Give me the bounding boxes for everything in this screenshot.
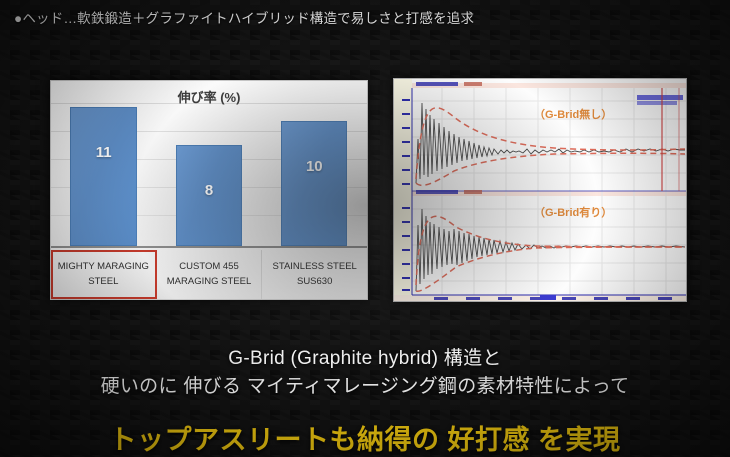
header-description: ●ヘッド…軟鉄鍛造＋グラファイトハイブリッド構造で易しさと打感を追求 — [14, 11, 475, 26]
elongation-bar-chart: 伸び率 (%) 11 8 10 MIGHTY MARAGING S — [50, 80, 368, 300]
category-label-line: CUSTOM 455 — [179, 260, 239, 272]
bar-custom-455-maraging-steel: 8 — [175, 145, 243, 246]
vibration-damping-graph: （G-Brid無し） （G-Brid有り） — [393, 78, 687, 302]
caption-line-2: 硬いのに 伸びる マイティマレージング鋼の素材特性によって — [100, 375, 630, 397]
caption-block: G-Brid (Graphite hybrid) 構造と 硬いのに 伸びる マイ… — [0, 345, 730, 400]
category-cell-stainless-steel-sus630: STAINLESS STEEL SUS630 — [262, 250, 367, 299]
annotation-with-gbrid: （G-Brid有り） — [534, 207, 613, 219]
annotation-no-gbrid: （G-Brid無し） — [534, 109, 613, 121]
category-label-line: MARAGING STEEL — [166, 275, 252, 287]
bar-value-label: 11 — [95, 144, 112, 162]
x-axis-line — [51, 246, 367, 248]
bar-stainless-steel-sus630: 10 — [281, 120, 348, 246]
headline-text: トップアスリートも納得の 好打感 を実現 — [109, 425, 621, 455]
category-label-line: STEEL — [88, 275, 119, 287]
category-label-line: STAINLESS STEEL — [272, 260, 357, 272]
category-label-line: SUS630 — [296, 275, 333, 287]
chart-plot-area: 伸び率 (%) 11 8 10 — [51, 81, 367, 248]
bar-value-label: 8 — [204, 182, 214, 200]
category-label-row: MIGHTY MARAGING STEEL CUSTOM 455 MARAGIN… — [51, 250, 367, 299]
bar-slot: 10 — [262, 81, 367, 246]
bar-slot: 11 — [51, 81, 156, 246]
bar-mighty-maraging-steel: 11 — [70, 107, 137, 246]
category-cell-custom-455-maraging-steel: CUSTOM 455 MARAGING STEEL — [157, 250, 263, 299]
category-label-line: MIGHTY MARAGING — [57, 260, 149, 272]
category-cell-mighty-maraging-steel: MIGHTY MARAGING STEEL — [51, 250, 157, 299]
bar-series: 11 8 10 — [51, 81, 367, 246]
caption-line-1: G-Brid (Graphite hybrid) 構造と — [228, 348, 502, 369]
bar-slot: 8 — [156, 81, 261, 246]
bar-value-label: 10 — [305, 157, 323, 175]
